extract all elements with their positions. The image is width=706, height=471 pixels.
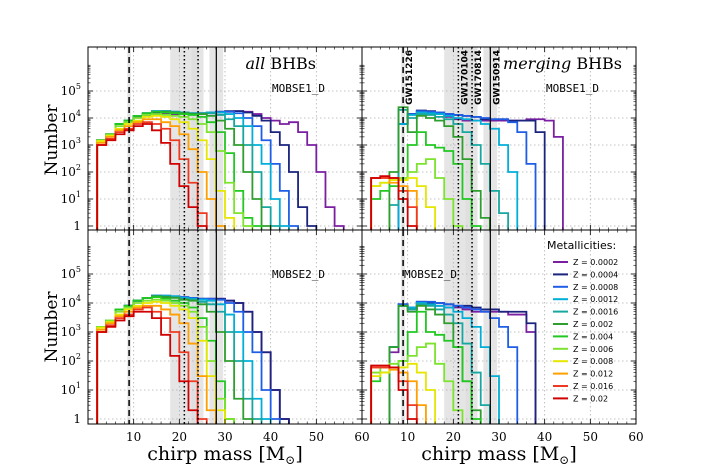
y-tick-label: 103 [61, 323, 81, 339]
histogram-series-z-0-004 [96, 296, 236, 424]
panel-title-rest: BHBs [571, 54, 622, 73]
histogram-series-z-0-008 [370, 177, 436, 230]
y-tick-label: 105 [61, 265, 81, 281]
legend-item-label: Z = 0.0004 [573, 270, 618, 279]
gw-uncertainty-band [127, 230, 131, 424]
panel-title-italic: merging [503, 54, 571, 73]
legend-title: Metallicities: [547, 239, 616, 252]
legend-item-label: Z = 0.02 [573, 394, 608, 403]
y-tick-label: 104 [61, 294, 81, 310]
legend-item-label: Z = 0.004 [573, 332, 613, 341]
gw-event-label: GW170814 [474, 50, 484, 105]
histogram-series-z-0-002 [388, 106, 491, 230]
panel-all-bhbs-mobse1: 1 101 102 103 104 105 all BHBs MOBSE1_D [61, 46, 363, 233]
legend-item-label: Z = 0.006 [573, 345, 613, 354]
model-label: MOBSE1_D [272, 82, 325, 95]
legend-item-label: Z = 0.0012 [573, 295, 618, 304]
x-tick-label: 10 [400, 430, 415, 444]
gw-event-label: GW150914 [492, 50, 502, 105]
svg-text:all BHBs: all BHBs [245, 54, 316, 73]
legend-item-label: Z = 0.016 [573, 382, 613, 391]
legend-item-label: Z = 0.012 [573, 370, 613, 379]
y-tick-label: 103 [61, 136, 81, 152]
model-label: MOBSE2_D [272, 268, 325, 281]
histogram-series-z-0-02 [96, 310, 199, 424]
x-tick-label: 20 [172, 430, 187, 444]
gw-uncertainty-band [401, 230, 405, 424]
histogram-series-z-0-008 [96, 114, 236, 230]
model-label: MOBSE1_D [546, 82, 599, 95]
y-tick-label: 1 [73, 412, 81, 426]
model-label: MOBSE2_D [404, 268, 457, 281]
metallicity-legend: Metallicities: Z = 0.0002 Z = 0.0004 Z = 0… [547, 239, 618, 403]
panel-title-rest: BHBs [265, 54, 316, 73]
legend-item-label: Z = 0.008 [573, 357, 613, 366]
x-tick-label: 60 [354, 430, 369, 444]
y-tick-label: 101 [61, 381, 81, 397]
histogram-series-z-0-02 [96, 123, 208, 230]
y-tick-label: 104 [61, 109, 81, 125]
panel-title-italic: all [245, 54, 265, 73]
x-tick-label: 30 [217, 430, 232, 444]
histogram-series-z-0-006 [96, 113, 254, 230]
y-axis-label-top: Number [42, 104, 62, 176]
x-tick-label: 40 [537, 430, 552, 444]
histogram-series-z-0-006 [96, 298, 236, 424]
x-tick-label: 20 [446, 430, 461, 444]
x-tick-label: 40 [263, 430, 278, 444]
panel-merging-bhbs-mobse1: merging BHBs MOBSE1_D GW151226 GW170104 GW… [361, 46, 637, 231]
y-axis-label-bottom: Number [42, 291, 62, 363]
histogram-series-z-0-008 [370, 362, 436, 424]
panel-all-bhbs-mobse2: 1 101 102 103 104 105 10 20 30 40 50 60 MOBSE2_D [61, 229, 370, 444]
svg-text:merging BHBs: merging BHBs [503, 54, 622, 73]
panel-merging-bhbs-mobse2: 10 20 30 40 50 60 MOBSE2_D Metallicities: Z =… [361, 229, 644, 444]
x-tick-label: 10 [126, 430, 141, 444]
x-axis-label-right: chirp mass [M⊙] [421, 443, 577, 467]
histogram-series-z-0-0008 [397, 110, 537, 230]
gw-event-label: GW170104 [460, 50, 470, 105]
y-tick-label: 102 [61, 163, 81, 179]
x-tick-label: 50 [583, 430, 598, 444]
histogram-series-z-0-004 [370, 131, 482, 230]
y-tick-label: 105 [61, 82, 81, 98]
histogram-series-z-0-02 [370, 364, 418, 424]
x-tick-label: 50 [309, 430, 324, 444]
histogram-series-z-0-02 [370, 175, 418, 230]
x-axis-label-left: chirp mass [M⊙] [147, 443, 303, 467]
legend-item-label: Z = 0.0002 [573, 258, 618, 267]
gw-event-label: GW151226 [405, 50, 415, 105]
x-tick-label: 30 [491, 430, 506, 444]
legend-item-label: Z = 0.0016 [573, 308, 618, 317]
x-tick-label: 60 [628, 430, 643, 444]
y-tick-label: 102 [61, 352, 81, 368]
y-tick-label: 101 [61, 190, 81, 206]
y-tick-label: 1 [73, 219, 81, 233]
legend-item-label: Z = 0.002 [573, 320, 613, 329]
legend-item-label: Z = 0.0008 [573, 283, 618, 292]
